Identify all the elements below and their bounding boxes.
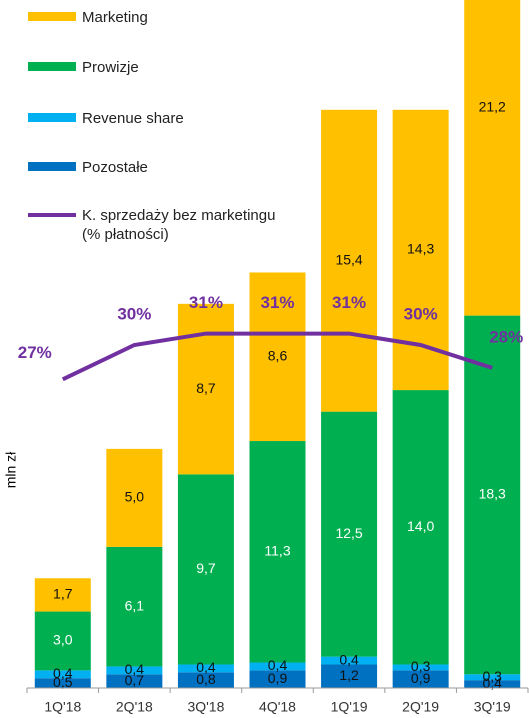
bar-segment xyxy=(464,0,521,316)
line-label: 31% xyxy=(189,293,223,312)
bar-segment xyxy=(34,611,91,671)
data-label: 14,0 xyxy=(407,518,434,534)
bar-segment xyxy=(321,656,378,665)
line-series xyxy=(61,331,493,382)
data-label: 0,4 xyxy=(482,675,502,691)
x-tick-label: 3Q'18 xyxy=(187,699,224,715)
y-axis-label: mln zł xyxy=(3,451,19,488)
data-label: 0,9 xyxy=(411,670,431,686)
legend-swatch xyxy=(28,213,76,217)
legend-swatch xyxy=(28,12,76,21)
bar-segment xyxy=(392,390,449,665)
bar-segment xyxy=(34,678,91,688)
legend-item: Marketing xyxy=(28,8,148,27)
bar-segment xyxy=(321,411,378,657)
data-label: 18,3 xyxy=(479,486,506,502)
data-label: 0,4 xyxy=(125,661,145,677)
data-label: 0,3 xyxy=(482,668,502,684)
data-label: 1,2 xyxy=(339,667,359,683)
data-label: 0,4 xyxy=(339,651,359,667)
legend-item: Prowizje xyxy=(28,58,139,77)
data-label: 12,5 xyxy=(335,525,362,541)
bar-segment xyxy=(464,674,521,681)
data-label: 6,1 xyxy=(125,597,145,613)
data-label: 14,3 xyxy=(407,241,434,257)
data-label: 8,6 xyxy=(268,347,288,363)
bar-segment xyxy=(106,448,163,547)
bar-segment xyxy=(106,546,163,667)
bar-segment xyxy=(34,670,91,679)
bar-segment xyxy=(106,674,163,688)
data-label: 0,4 xyxy=(268,657,288,673)
data-label: 0,7 xyxy=(125,672,145,688)
bar-segment xyxy=(249,662,306,671)
data-label: 21,2 xyxy=(479,99,506,115)
line-label: 28% xyxy=(489,327,523,346)
x-tick-label: 2Q'19 xyxy=(402,699,439,715)
data-label: 8,7 xyxy=(196,380,216,396)
legend-label: K. sprzedaży bez marketingu (% płatności… xyxy=(82,207,276,243)
x-tick-label: 2Q'18 xyxy=(116,699,153,715)
bar-segment xyxy=(464,680,521,688)
line-label: 30% xyxy=(117,304,151,323)
bar-segment xyxy=(249,272,306,442)
legend-item: K. sprzedaży bez marketingu (% płatności… xyxy=(28,206,297,244)
data-label: 3,0 xyxy=(53,632,73,648)
legend-item: Revenue share xyxy=(28,109,184,128)
legend-swatch xyxy=(28,162,76,171)
bar-segment xyxy=(392,670,449,688)
data-label: 0,4 xyxy=(196,659,216,675)
legend-label: Pozostałe xyxy=(82,159,148,176)
bars xyxy=(34,0,521,688)
legend-swatch xyxy=(28,113,76,122)
legend-label: Revenue share xyxy=(82,110,184,127)
data-label: 0,9 xyxy=(268,670,288,686)
x-tick-label: 1Q'19 xyxy=(331,699,368,715)
bar-segment xyxy=(249,441,306,663)
legend-label: Prowizje xyxy=(82,59,139,76)
x-tick-label: 3Q'19 xyxy=(474,699,511,715)
legend-label: Marketing xyxy=(82,9,148,26)
data-label: 11,3 xyxy=(264,542,290,558)
x-tick-label: 4Q'18 xyxy=(259,699,296,715)
data-label: 0,4 xyxy=(53,665,73,681)
bar-segment xyxy=(34,578,91,612)
x-tick-label: 1Q'18 xyxy=(44,699,81,715)
bar-segment xyxy=(177,664,234,673)
line-label: 27% xyxy=(18,343,52,362)
bar-segment xyxy=(177,474,234,665)
data-label: 0,8 xyxy=(196,671,216,687)
bar-segment xyxy=(392,664,449,671)
data-label: 1,7 xyxy=(53,586,73,602)
bar-segment xyxy=(249,670,306,688)
line-label: 30% xyxy=(404,304,438,323)
line-label: 31% xyxy=(260,293,294,312)
bar-segment xyxy=(321,109,378,412)
legend-swatch xyxy=(28,62,76,71)
data-label: 5,0 xyxy=(125,489,145,505)
data-label: 0,5 xyxy=(53,674,73,690)
data-label: 15,4 xyxy=(335,251,362,267)
bar-segment xyxy=(177,672,234,688)
legend-item: Pozostałe xyxy=(28,158,148,177)
bar-segment xyxy=(321,664,378,688)
bar-segment xyxy=(106,666,163,675)
line-label: 31% xyxy=(332,293,366,312)
data-label: 0,3 xyxy=(411,658,431,674)
bar-segment xyxy=(464,315,521,675)
data-label: 9,7 xyxy=(196,560,216,576)
